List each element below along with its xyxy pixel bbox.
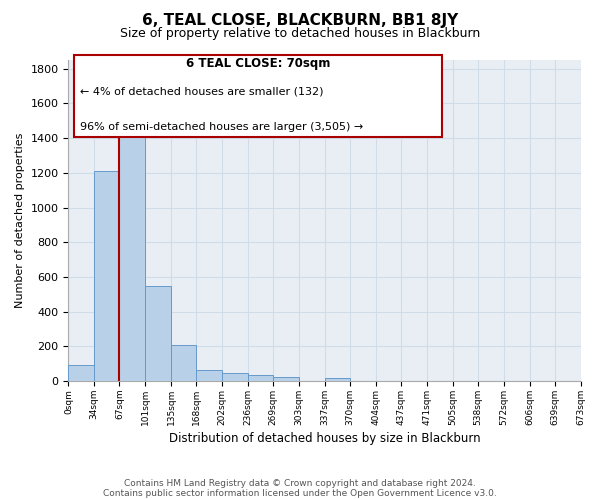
Bar [94, 171, 119, 381]
Text: Size of property relative to detached houses in Blackburn: Size of property relative to detached ho… [120, 28, 480, 40]
Text: 6 TEAL CLOSE: 70sqm: 6 TEAL CLOSE: 70sqm [186, 58, 331, 70]
Bar [248, 375, 273, 381]
Bar [222, 372, 248, 381]
Y-axis label: Number of detached properties: Number of detached properties [15, 133, 25, 308]
Text: Contains public sector information licensed under the Open Government Licence v3: Contains public sector information licen… [103, 488, 497, 498]
Bar [196, 370, 222, 381]
Text: 96% of semi-detached houses are larger (3,505) →: 96% of semi-detached houses are larger (… [80, 122, 364, 132]
Bar [119, 128, 145, 381]
Bar [68, 366, 94, 381]
Bar [325, 378, 350, 381]
Text: ← 4% of detached houses are smaller (132): ← 4% of detached houses are smaller (132… [80, 86, 324, 96]
Bar [145, 286, 171, 381]
Text: Contains HM Land Registry data © Crown copyright and database right 2024.: Contains HM Land Registry data © Crown c… [124, 478, 476, 488]
Bar [273, 376, 299, 381]
Bar [171, 346, 196, 381]
Text: 6, TEAL CLOSE, BLACKBURN, BB1 8JY: 6, TEAL CLOSE, BLACKBURN, BB1 8JY [142, 12, 458, 28]
X-axis label: Distribution of detached houses by size in Blackburn: Distribution of detached houses by size … [169, 432, 480, 445]
